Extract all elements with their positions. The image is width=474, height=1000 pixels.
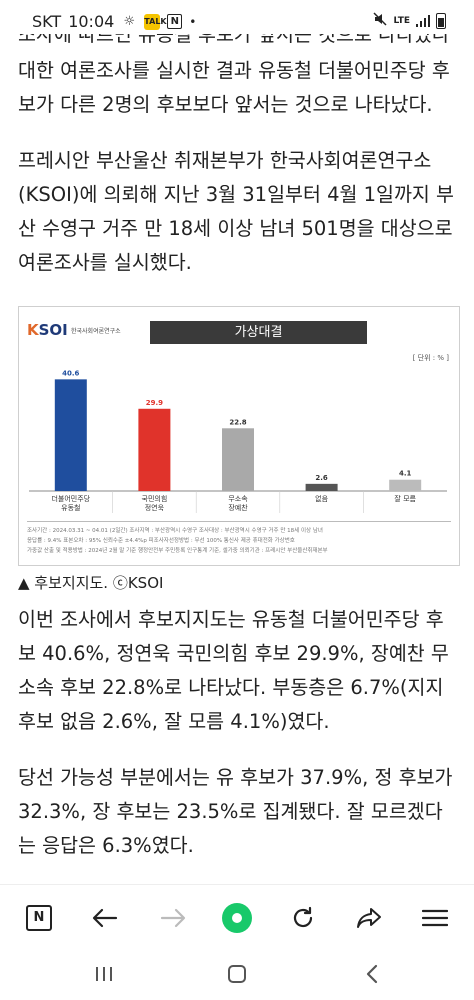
chart-title: 가상대결: [150, 321, 367, 344]
home-button[interactable]: [225, 962, 249, 986]
survey-note-line: 조사기간 : 2024.03.31 ~ 04.01 (2일간) 조사지역 : 부…: [27, 528, 323, 534]
arrow-left-icon: [92, 908, 118, 928]
more-notifications-dot-icon: •: [189, 14, 197, 29]
article-body-top: 조사에 따르면 유동철 후보가 앞서는 것으로 나타났다 대한 여론조사를 실시…: [18, 34, 458, 280]
chart-unit-label: [ 단위 : % ]: [412, 354, 449, 362]
ksoi-logo-subtitle: 한국사회여론연구소: [71, 328, 121, 335]
arrow-right-icon: [160, 908, 186, 928]
status-right: LTE: [373, 12, 446, 29]
article-paragraph-2: 프레시안 부산울산 취재본부가 한국사회여론연구소(KSOI)에 의뢰해 지난 …: [18, 149, 455, 274]
category-tick-label: 무소속: [228, 495, 248, 503]
survey-note-line: 가중값 산출 및 적용방법 : 2024년 2월 말 기준 행정안전부 주민등록…: [27, 548, 328, 554]
back-button[interactable]: [88, 901, 122, 935]
status-bar: SKT 10:04 ☼ TALK N • LTE: [0, 0, 474, 40]
system-back-button[interactable]: [360, 962, 384, 986]
bar: [222, 428, 254, 491]
system-navigation-bar: [0, 950, 474, 1000]
category-tick-label: 장예찬: [228, 503, 248, 512]
partial-text-line: 조사에 따르면 유동철 후보가 앞서는 것으로 나타났다: [18, 34, 450, 46]
network-type-label: LTE: [393, 15, 410, 26]
bar-value-label: 40.6: [62, 369, 79, 377]
image-caption: ▲ 후보지지도. ⓒKSOI: [18, 574, 164, 592]
category-tick-label: 없음: [315, 495, 328, 503]
time-label: 10:04: [68, 12, 115, 31]
battery-icon: [436, 12, 446, 29]
bar-value-label: 4.1: [399, 470, 412, 478]
bar-value-label: 22.8: [229, 418, 246, 426]
poll-chart-image[interactable]: KSOI 한국사회여론연구소 가상대결 [ 단위 : % ] 40.6 더불어민주…: [18, 306, 460, 566]
survey-note-line: 응답률 : 9.4% 표본오차 : 95% 신뢰수준 ±4.4%p 피조사자선정…: [27, 538, 295, 544]
green-dot-button[interactable]: [220, 901, 254, 935]
naver-n-icon: N: [26, 905, 52, 931]
category-tick-label: 유동철: [61, 503, 80, 512]
bar-value-label: 29.9: [146, 399, 163, 407]
reload-button[interactable]: [286, 901, 320, 935]
article-paragraph-3: 이번 조사에서 후보지지도는 유동철 더불어민주당 후보 40.6%, 정연욱 …: [18, 608, 449, 733]
hamburger-menu-icon: [422, 909, 448, 927]
article-paragraph-1: 대한 여론조사를 실시한 결과 유동철 더불어민주당 후보가 다른 2명의 후보…: [18, 59, 450, 116]
green-dot-icon: [222, 903, 252, 933]
recent-apps-button[interactable]: [92, 962, 116, 986]
bar: [138, 408, 171, 491]
chart-survey-notes: 조사기간 : 2024.03.31 ~ 04.01 (2일간) 조사지역 : 부…: [27, 521, 451, 556]
home-square-icon: [228, 965, 246, 983]
browser-toolbar: N: [0, 884, 474, 951]
accessibility-icon: ☼: [123, 13, 136, 29]
ksoi-logo: KSOI: [27, 321, 68, 339]
chevron-left-icon: [366, 964, 378, 984]
bar-value-label: 2.6: [315, 474, 328, 482]
reload-icon: [293, 906, 313, 928]
article-paragraph-4: 당선 가능성 부분에서는 유 후보가 37.9%, 정 후보가 32.3%, 장…: [18, 766, 453, 857]
article-body-bottom: 이번 조사에서 후보지지도는 유동철 더불어민주당 후보 40.6%, 정연욱 …: [18, 603, 458, 863]
bar: [305, 483, 338, 491]
status-left: SKT 10:04 ☼ TALK N •: [32, 12, 196, 31]
share-button[interactable]: [352, 901, 386, 935]
mute-icon: [373, 12, 387, 29]
menu-button[interactable]: [418, 901, 452, 935]
recent-apps-icon: [96, 967, 112, 981]
share-arrow-icon: [357, 908, 381, 928]
category-tick-label: 더불어민주당: [51, 494, 90, 503]
category-tick-label: 국민의힘: [142, 494, 168, 503]
naver-home-button[interactable]: N: [22, 901, 56, 935]
forward-button[interactable]: [156, 901, 190, 935]
category-tick-label: 잘 모름: [394, 495, 416, 503]
signal-icon: [416, 14, 430, 27]
kakao-talk-icon: TALK: [144, 13, 167, 30]
category-tick-label: 정연욱: [145, 503, 165, 512]
bar: [389, 479, 422, 491]
carrier-label: SKT: [32, 12, 62, 31]
bar: [54, 379, 87, 491]
naver-notification-icon: N: [167, 14, 183, 29]
